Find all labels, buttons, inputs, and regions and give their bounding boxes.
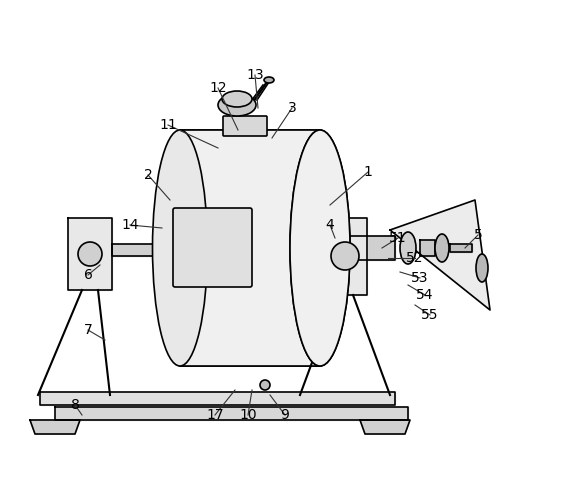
Polygon shape (420, 240, 435, 256)
Text: 6: 6 (83, 268, 92, 282)
Polygon shape (30, 420, 80, 434)
Text: 1: 1 (363, 165, 373, 179)
Text: 2: 2 (143, 168, 153, 182)
Text: 4: 4 (325, 218, 335, 232)
Ellipse shape (290, 130, 350, 366)
Ellipse shape (290, 130, 350, 366)
Polygon shape (112, 244, 175, 256)
Text: 13: 13 (246, 68, 264, 82)
Polygon shape (40, 392, 395, 405)
Ellipse shape (222, 91, 252, 107)
Polygon shape (180, 130, 320, 366)
FancyBboxPatch shape (223, 116, 267, 136)
Ellipse shape (218, 94, 256, 116)
Text: 51: 51 (389, 231, 407, 245)
FancyBboxPatch shape (173, 208, 252, 287)
Text: 5: 5 (473, 228, 483, 242)
Ellipse shape (435, 234, 449, 262)
Text: 3: 3 (287, 101, 297, 115)
Ellipse shape (400, 232, 416, 264)
Polygon shape (55, 407, 408, 420)
Text: 53: 53 (411, 271, 429, 285)
Text: 11: 11 (159, 118, 177, 132)
Ellipse shape (476, 254, 488, 282)
Text: 14: 14 (121, 218, 139, 232)
Text: 55: 55 (421, 308, 439, 322)
Polygon shape (68, 218, 112, 290)
Polygon shape (360, 420, 410, 434)
Polygon shape (323, 218, 367, 295)
Ellipse shape (264, 77, 274, 83)
Text: 17: 17 (206, 408, 224, 422)
Polygon shape (390, 200, 490, 310)
Ellipse shape (153, 130, 208, 366)
Circle shape (78, 242, 102, 266)
Text: 8: 8 (70, 398, 79, 412)
Polygon shape (348, 236, 395, 260)
Polygon shape (450, 244, 472, 252)
Text: 10: 10 (239, 408, 257, 422)
Text: 52: 52 (406, 251, 424, 265)
Circle shape (331, 242, 359, 270)
Text: 12: 12 (209, 81, 227, 95)
Text: 7: 7 (83, 323, 92, 337)
Text: 9: 9 (281, 408, 289, 422)
Circle shape (260, 380, 270, 390)
Text: 54: 54 (416, 288, 434, 302)
